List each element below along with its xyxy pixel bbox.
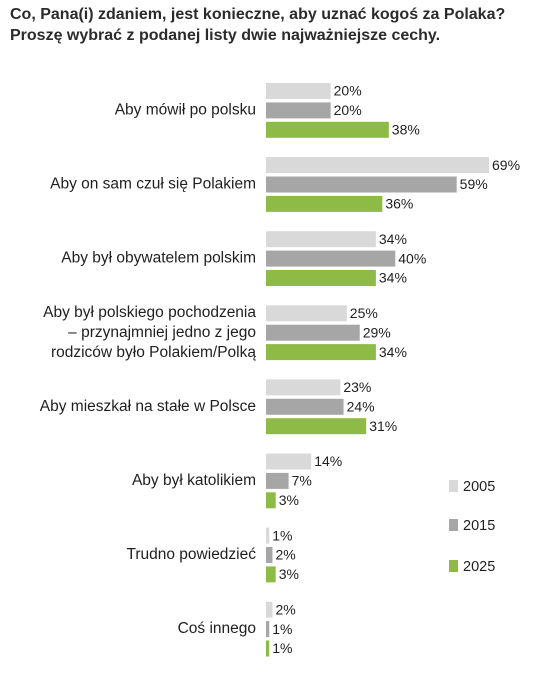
value-label-2015: 1% [272, 621, 292, 637]
value-label-2025: 38% [392, 122, 420, 138]
value-label-2015: 24% [347, 399, 375, 415]
value-label-2005: 1% [272, 527, 292, 543]
legend-swatch-2005 [449, 480, 458, 492]
bar-2015 [266, 547, 273, 563]
bar-2015 [266, 324, 360, 341]
value-label-2025: 1% [272, 640, 292, 656]
value-label-2005: 25% [350, 305, 378, 321]
category-label: Aby mieszkał na stałe w Polsce [40, 398, 256, 415]
value-label-2025: 36% [385, 196, 413, 212]
bar-2005 [266, 601, 273, 618]
bar-2005 [266, 157, 489, 174]
chart-title: Co, Pana(i) zdaniem, jest konieczne, aby… [10, 4, 530, 46]
value-label-2025: 34% [379, 270, 407, 286]
bar-2015 [266, 472, 289, 489]
bar-2005 [266, 231, 376, 248]
bar-2025 [266, 121, 389, 138]
value-label-2015: 2% [275, 547, 295, 563]
value-label-2005: 34% [379, 231, 407, 247]
bar-2025 [266, 344, 376, 361]
legend-label-2025: 2025 [463, 559, 495, 575]
bar-2025 [266, 270, 376, 286]
bar-2005 [266, 379, 341, 396]
value-label-2015: 40% [398, 250, 426, 266]
chart-title-line-1: Co, Pana(i) zdaniem, jest konieczne, aby… [10, 6, 506, 23]
value-label-2005: 69% [492, 157, 520, 173]
bar-2025 [266, 640, 270, 657]
value-label-2025: 34% [379, 344, 407, 360]
legend-label-2005: 2005 [463, 479, 495, 495]
value-label-2015: 7% [292, 473, 312, 489]
bar-2005 [266, 527, 270, 544]
bar-2015 [266, 398, 344, 415]
category-label: – przynajmniej jedno z jego [68, 324, 256, 341]
category-label: Coś innego [178, 620, 256, 637]
category-label: Aby był obywatelem polskim [61, 250, 256, 267]
category-label: Aby był katolikiem [132, 472, 256, 489]
category-label: rodziców było Polakiem/Polką [51, 344, 256, 361]
category-label: Trudno powiedzieć [126, 546, 256, 563]
chart-title-line-2: Proszę wybrać z podanej listy dwie najwa… [10, 27, 441, 44]
bar-2025 [266, 492, 276, 509]
value-label-2005: 20% [334, 83, 362, 99]
legend-label-2015: 2015 [463, 518, 495, 534]
value-label-2005: 23% [343, 379, 371, 395]
bar-2015 [266, 102, 331, 119]
value-label-2005: 14% [314, 453, 342, 469]
category-label: Aby mówił po polsku [115, 101, 256, 118]
bar-2005 [266, 305, 347, 322]
bar-2025 [266, 566, 276, 583]
bar-2005 [266, 83, 331, 99]
bar-2025 [266, 195, 383, 212]
legend-swatch-2015 [449, 519, 458, 531]
legend-swatch-2025 [449, 560, 458, 572]
value-label-2005: 2% [275, 601, 295, 617]
value-label-2015: 59% [460, 176, 488, 192]
value-label-2025: 3% [279, 566, 299, 582]
value-label-2025: 31% [369, 418, 397, 434]
bar-2015 [266, 621, 270, 638]
bar-2005 [266, 453, 312, 470]
bar-2015 [266, 176, 457, 193]
bar-2025 [266, 418, 367, 435]
value-label-2015: 20% [334, 102, 362, 118]
value-label-2025: 3% [279, 492, 299, 508]
value-label-2015: 29% [363, 324, 391, 340]
category-label: Aby on sam czuł się Polakiem [50, 176, 256, 193]
category-label: Aby był polskiego pochodzenia [43, 304, 256, 321]
bar-2015 [266, 250, 396, 267]
